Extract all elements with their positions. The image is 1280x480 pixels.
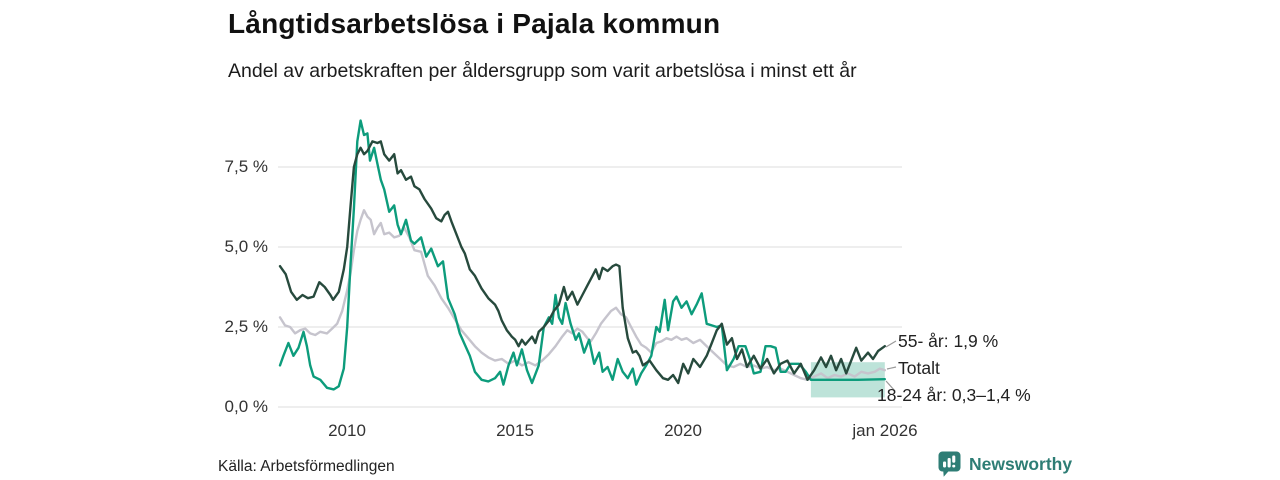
annotation-55-ar: 55- år: 1,9 % xyxy=(898,331,999,351)
brand-name: Newsworthy xyxy=(969,454,1073,474)
annotation-totalt: Totalt xyxy=(898,358,940,378)
y-axis-tick-0-0: 0,0 % xyxy=(224,397,268,416)
x-axis-tick-2015: 2015 xyxy=(496,421,534,440)
brand-lockup: Newsworthy xyxy=(938,451,1072,478)
y-axis-tick-2-5: 2,5 % xyxy=(224,317,268,336)
y-axis-tick-7-5: 7,5 % xyxy=(224,157,268,176)
y-axis-tick-5-0: 5,0 % xyxy=(224,237,268,256)
x-axis-tick-2020: 2020 xyxy=(664,421,702,440)
page-subtitle: Andel av arbetskraften per åldersgrupp s… xyxy=(228,60,857,82)
x-axis-tick-jan-2026: jan 2026 xyxy=(852,421,918,440)
newsworthy-logo-icon xyxy=(938,451,962,478)
x-axis-tick-2010: 2010 xyxy=(328,421,366,440)
annotation-18-24-ar: 18-24 år: 0,3–1,4 % xyxy=(877,385,1031,405)
source-note: Källa: Arbetsförmedlingen xyxy=(218,458,395,475)
page-title: Långtidsarbetslösa i Pajala kommun xyxy=(228,8,721,39)
